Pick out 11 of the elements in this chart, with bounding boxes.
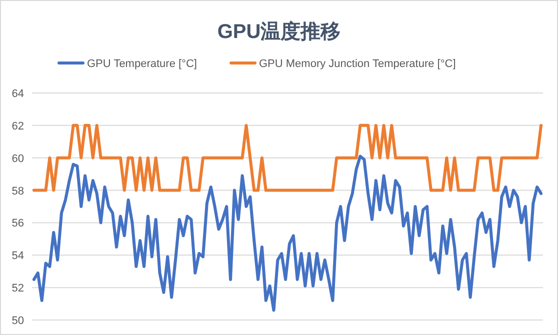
y-tick-label: 54 bbox=[12, 250, 24, 262]
y-tick-label: 64 bbox=[12, 88, 24, 100]
y-tick-label: 52 bbox=[12, 282, 24, 295]
y-tick-label: 62 bbox=[12, 120, 24, 132]
chart-title: GPU温度推移 bbox=[217, 20, 341, 43]
y-tick-label: 56 bbox=[12, 218, 24, 230]
y-tick-label: 58 bbox=[12, 185, 24, 198]
legend-label: GPU Temperature [°C] bbox=[87, 58, 197, 70]
legend-label: GPU Memory Junction Temperature [°C] bbox=[259, 58, 456, 70]
y-tick-label: 60 bbox=[12, 152, 24, 165]
y-tick-label: 50 bbox=[12, 315, 24, 327]
